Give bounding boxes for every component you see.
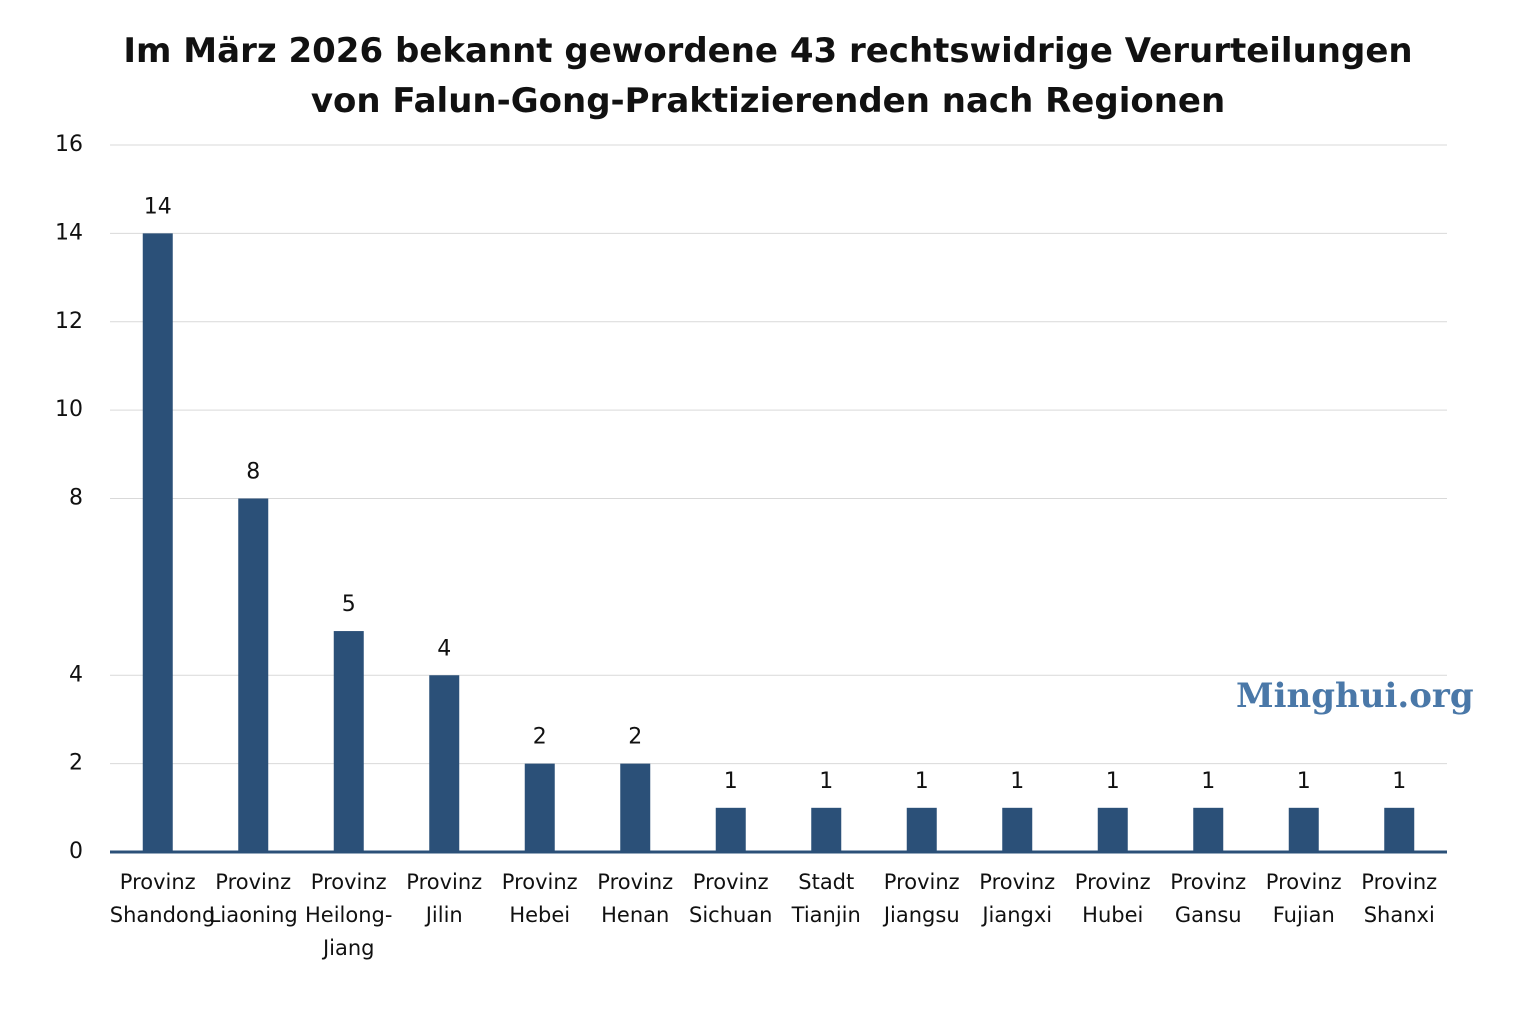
- value-label: 1: [1201, 769, 1215, 794]
- bar: [715, 807, 746, 852]
- watermark: Minghui.org: [1236, 676, 1474, 716]
- x-tick-label: Stadt Tianjin: [791, 870, 861, 927]
- bar: [906, 807, 937, 852]
- bar: [1288, 807, 1319, 852]
- x-tick-label: Provinz Hubei: [1074, 870, 1151, 927]
- y-tick-label: 10: [55, 397, 83, 422]
- value-label: 1: [1297, 769, 1311, 794]
- y-tick-label: 16: [55, 132, 83, 157]
- y-tick-label: 14: [55, 220, 83, 245]
- bar: [811, 807, 842, 852]
- bar: [1193, 807, 1224, 852]
- x-tick-label: Provinz Shandong: [109, 870, 216, 927]
- chart-title: Im März 2026 bekannt gewordene 43 rechts…: [123, 31, 1413, 121]
- bar: [1384, 807, 1415, 852]
- x-tick-label: Provinz Jiangxi: [979, 870, 1056, 927]
- x-tick-label: Provinz Heilong- Jiang: [305, 870, 393, 960]
- value-label: 4: [437, 636, 451, 661]
- x-tick-label: Provinz Fujian: [1265, 870, 1342, 927]
- x-tick-label: Provinz Hebei: [501, 870, 578, 927]
- bar: [142, 233, 173, 852]
- value-label: 5: [342, 592, 356, 617]
- x-tick-label: Provinz Henan: [597, 870, 674, 927]
- value-label: 1: [1392, 769, 1406, 794]
- value-label: 1: [1010, 769, 1024, 794]
- value-label: 8: [246, 460, 260, 485]
- x-tick-label: Provinz Liaoning: [208, 870, 298, 927]
- value-label: 1: [1106, 769, 1120, 794]
- value-label: 1: [724, 769, 738, 794]
- y-tick-label: 0: [69, 839, 83, 864]
- value-label: 2: [533, 725, 547, 750]
- x-tick-label: Provinz Shanxi: [1361, 870, 1438, 927]
- y-tick-label: 8: [69, 486, 83, 511]
- x-tick-label: Provinz Sichuan: [688, 870, 773, 927]
- x-tick-label: Provinz Gansu: [1170, 870, 1247, 927]
- value-label: 1: [819, 769, 833, 794]
- value-label: 2: [628, 725, 642, 750]
- bar: [620, 763, 651, 852]
- y-tick-label: 4: [69, 662, 83, 687]
- bar: [429, 675, 460, 852]
- bar: [1002, 807, 1033, 852]
- y-tick-label: 2: [69, 751, 83, 776]
- x-tick-label: Provinz Jilin: [406, 870, 483, 927]
- bar: [524, 763, 555, 852]
- x-tick-label: Provinz Jiangsu: [883, 870, 960, 927]
- bar: [238, 498, 269, 852]
- y-tick-label: 12: [55, 309, 83, 334]
- bar: [333, 631, 364, 852]
- bar: [1097, 807, 1128, 852]
- value-label: 1: [915, 769, 929, 794]
- value-label: 14: [144, 194, 172, 219]
